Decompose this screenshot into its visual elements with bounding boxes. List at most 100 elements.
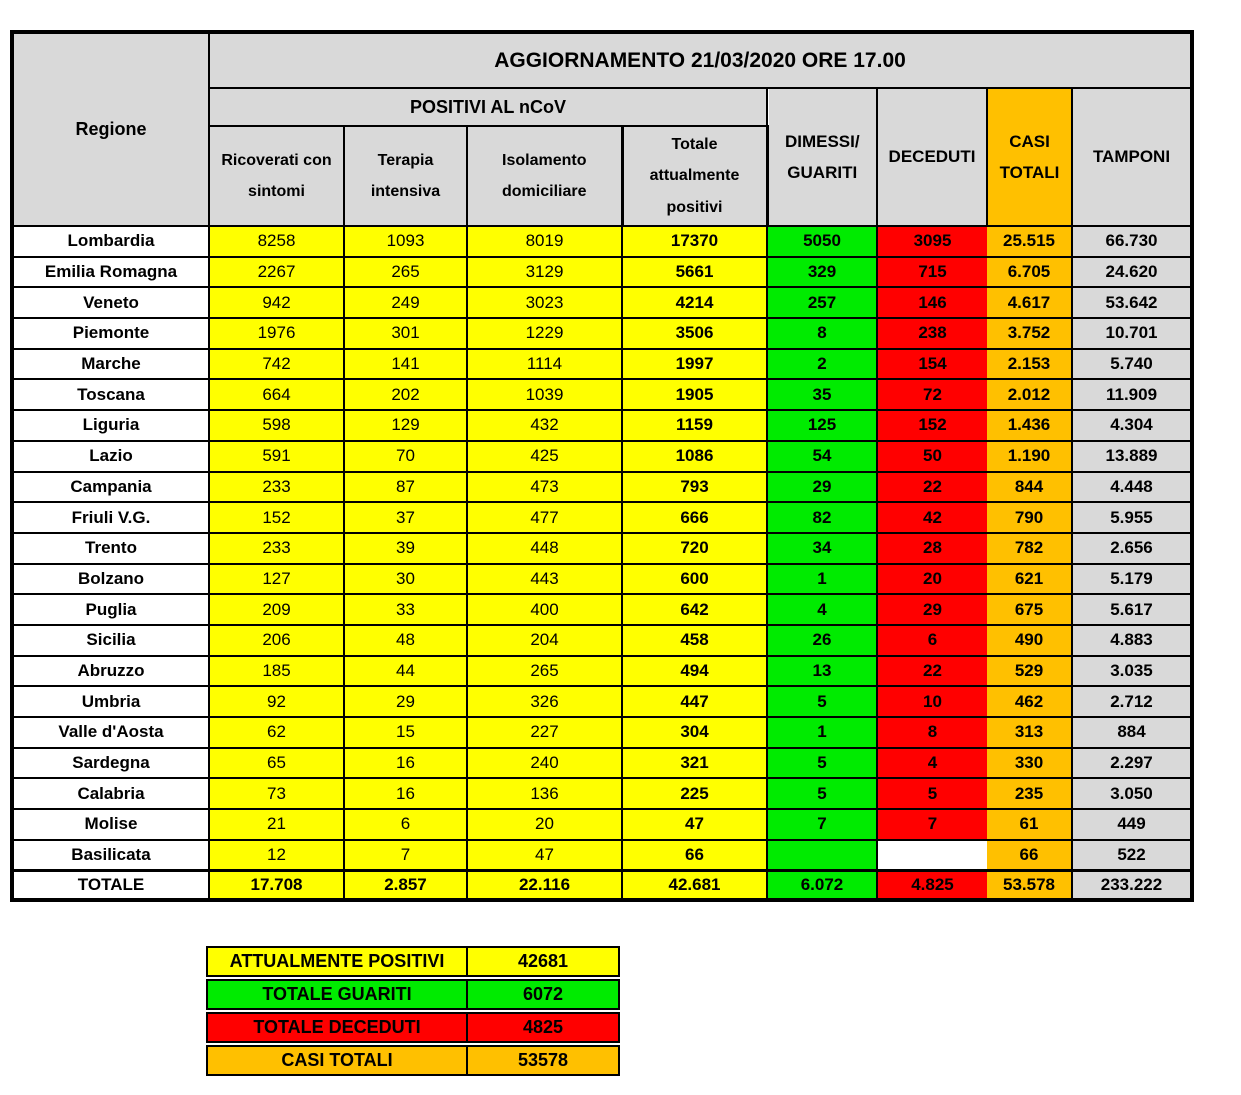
totale-positivi-cell: 600 xyxy=(621,562,768,596)
region-name-cell: Bolzano xyxy=(11,562,210,596)
isolamento-cell: 1039 xyxy=(466,378,623,412)
isolamento-cell: 425 xyxy=(466,439,623,473)
totale-positivi-cell: 17370 xyxy=(621,225,768,258)
header-dimessi-guariti: DIMESSI/ GUARITI xyxy=(766,87,878,227)
deceduti-cell: 154 xyxy=(876,347,987,381)
totale-positivi-cell: 225 xyxy=(621,777,768,811)
table-row: Puglia 209 33 400 642 4 29 675 5.617 xyxy=(11,593,1193,626)
totals-isolamento: 22.116 xyxy=(466,869,623,902)
terapia-cell: 141 xyxy=(343,347,468,381)
region-name-cell: Emilia Romagna xyxy=(11,255,210,289)
isolamento-cell: 47 xyxy=(466,838,623,873)
terapia-cell: 37 xyxy=(343,501,468,534)
header-positivi-group: POSITIVI AL nCoV xyxy=(208,87,768,127)
summary-row: TOTALE GUARITI 6072 xyxy=(206,979,620,1010)
table-row: Lazio 591 70 425 1086 54 50 1.190 13.889 xyxy=(11,439,1193,473)
terapia-cell: 30 xyxy=(343,562,468,596)
totale-positivi-cell: 1159 xyxy=(621,409,768,442)
totale-positivi-cell: 66 xyxy=(621,838,768,873)
table-row: Basilicata 12 7 47 66 66 522 xyxy=(11,838,1193,873)
terapia-cell: 7 xyxy=(343,838,468,873)
table-row: Valle d'Aosta 62 15 227 304 1 8 313 884 xyxy=(11,716,1193,749)
casi-totali-cell: 235 xyxy=(986,777,1073,811)
tamponi-cell: 884 xyxy=(1071,716,1193,749)
summary-row: ATTUALMENTE POSITIVI 42681 xyxy=(206,946,620,977)
table-row: Toscana 664 202 1039 1905 35 72 2.012 11… xyxy=(11,378,1193,412)
table-row: Piemonte 1976 301 1229 3506 8 238 3.752 … xyxy=(11,317,1193,350)
totals-label: TOTALE xyxy=(11,869,210,902)
isolamento-cell: 473 xyxy=(466,470,623,504)
ricoverati-cell: 2267 xyxy=(208,255,345,289)
tamponi-cell: 5.617 xyxy=(1071,593,1193,626)
summary-label: CASI TOTALI xyxy=(208,1047,468,1074)
totale-positivi-cell: 793 xyxy=(621,470,768,504)
terapia-cell: 16 xyxy=(343,777,468,811)
ricoverati-cell: 206 xyxy=(208,623,345,657)
deceduti-cell: 152 xyxy=(876,409,987,442)
casi-totali-cell: 844 xyxy=(986,470,1073,504)
dimessi-guariti-cell: 8 xyxy=(766,317,878,350)
region-name-cell: Piemonte xyxy=(11,317,210,350)
dimessi-guariti-cell: 125 xyxy=(766,409,878,442)
deceduti-cell: 72 xyxy=(876,378,987,412)
deceduti-cell: 7 xyxy=(876,808,987,841)
dimessi-guariti-cell xyxy=(766,838,878,873)
deceduti-cell: 22 xyxy=(876,470,987,504)
casi-totali-cell: 621 xyxy=(986,562,1073,596)
region-name-cell: Sardegna xyxy=(11,746,210,780)
deceduti-cell: 6 xyxy=(876,623,987,657)
ricoverati-cell: 92 xyxy=(208,685,345,718)
table-row: Lombardia 8258 1093 8019 17370 5050 3095… xyxy=(11,225,1193,258)
totale-positivi-cell: 321 xyxy=(621,746,768,780)
ricoverati-cell: 942 xyxy=(208,286,345,320)
header-casi-totali: CASI TOTALI xyxy=(986,87,1073,227)
table-row: Molise 21 6 20 47 7 7 61 449 xyxy=(11,808,1193,841)
isolamento-cell: 1229 xyxy=(466,317,623,350)
terapia-cell: 202 xyxy=(343,378,468,412)
dimessi-guariti-cell: 5 xyxy=(766,777,878,811)
dimessi-guariti-cell: 29 xyxy=(766,470,878,504)
terapia-cell: 33 xyxy=(343,593,468,626)
deceduti-cell: 146 xyxy=(876,286,987,320)
terapia-cell: 249 xyxy=(343,286,468,320)
terapia-cell: 39 xyxy=(343,531,468,565)
deceduti-cell: 238 xyxy=(876,317,987,350)
casi-totali-cell: 4.617 xyxy=(986,286,1073,320)
casi-totali-cell: 2.153 xyxy=(986,347,1073,381)
deceduti-cell: 29 xyxy=(876,593,987,626)
summary-label: TOTALE GUARITI xyxy=(208,981,468,1008)
table-row: Liguria 598 129 432 1159 125 152 1.436 4… xyxy=(11,409,1193,442)
casi-totali-cell: 675 xyxy=(986,593,1073,626)
isolamento-cell: 227 xyxy=(466,716,623,749)
table-row: Abruzzo 185 44 265 494 13 22 529 3.035 xyxy=(11,654,1193,688)
ricoverati-cell: 8258 xyxy=(208,225,345,258)
table-row: Campania 233 87 473 793 29 22 844 4.448 xyxy=(11,470,1193,504)
ricoverati-cell: 664 xyxy=(208,378,345,412)
totale-positivi-cell: 1997 xyxy=(621,347,768,381)
casi-totali-cell: 330 xyxy=(986,746,1073,780)
isolamento-cell: 477 xyxy=(466,501,623,534)
header-totale-positivi: Totale attualmente positivi xyxy=(621,125,769,227)
summary-value: 4825 xyxy=(522,1017,564,1037)
ricoverati-cell: 233 xyxy=(208,531,345,565)
region-name-cell: Veneto xyxy=(11,286,210,320)
summary-row: TOTALE DECEDUTI 4825 xyxy=(206,1012,620,1043)
table-row: Sardegna 65 16 240 321 5 4 330 2.297 xyxy=(11,746,1193,780)
deceduti-cell: 715 xyxy=(876,255,987,289)
casi-totali-cell: 61 xyxy=(986,808,1073,841)
header-isolamento: Isolamento domiciliare xyxy=(466,125,624,227)
dimessi-guariti-cell: 26 xyxy=(766,623,878,657)
terapia-cell: 70 xyxy=(343,439,468,473)
region-name-cell: Lazio xyxy=(11,439,210,473)
totale-positivi-cell: 494 xyxy=(621,654,768,688)
isolamento-cell: 3129 xyxy=(466,255,623,289)
tamponi-cell: 4.448 xyxy=(1071,470,1193,504)
region-name-cell: Calabria xyxy=(11,777,210,811)
ricoverati-cell: 127 xyxy=(208,562,345,596)
deceduti-cell: 5 xyxy=(876,777,987,811)
isolamento-cell: 3023 xyxy=(466,286,623,320)
deceduti-cell: 28 xyxy=(876,531,987,565)
totale-positivi-cell: 666 xyxy=(621,501,768,534)
terapia-cell: 48 xyxy=(343,623,468,657)
deceduti-cell: 22 xyxy=(876,654,987,688)
